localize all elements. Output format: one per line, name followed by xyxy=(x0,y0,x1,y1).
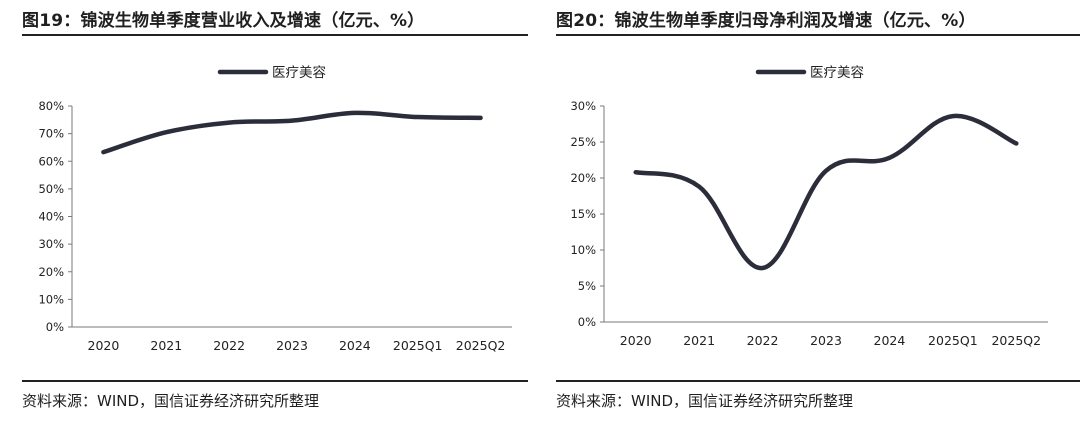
y-tick-label: 30% xyxy=(570,99,596,113)
source-note: 资料来源：WIND，国信证券经济研究所整理 xyxy=(22,392,320,410)
source-rule xyxy=(556,380,1080,382)
x-tick-label: 2023 xyxy=(276,338,308,353)
legend-label: 医疗美容 xyxy=(272,64,326,81)
x-tick-label: 2025Q1 xyxy=(393,338,443,353)
x-tick-label: 2024 xyxy=(874,333,906,348)
title-rule xyxy=(22,34,528,36)
y-tick-label: 25% xyxy=(570,135,596,149)
series-line xyxy=(101,110,483,155)
x-tick-label: 2022 xyxy=(213,338,245,353)
figure-title: 图20：锦波生物单季度归母净利润及增速（亿元、%） xyxy=(556,11,976,31)
y-tick-label: 5% xyxy=(578,279,596,293)
x-tick-label: 2021 xyxy=(150,338,182,353)
y-tick-label: 0% xyxy=(578,315,596,329)
x-tick-label: 2022 xyxy=(747,333,779,348)
y-tick-label: 10% xyxy=(38,292,64,306)
figure-20: 图20：锦波生物单季度归母净利润及增速（亿元、%） 0% 5% 10% 15% 20% 2… xyxy=(556,0,1080,442)
y-tick-label: 80% xyxy=(38,99,64,113)
title-rule xyxy=(556,34,1080,36)
source-rule xyxy=(22,380,528,382)
y-tick-label: 20% xyxy=(38,265,64,279)
x-tick-label: 2025Q1 xyxy=(928,333,978,348)
x-tick-label: 2020 xyxy=(88,338,120,353)
y-tick-label: 30% xyxy=(38,237,64,251)
x-tick-label: 2024 xyxy=(339,338,371,353)
source-note: 资料来源：WIND，国信证券经济研究所整理 xyxy=(556,392,854,410)
figure-19: 图19：锦波生物单季度营业收入及增速（亿元、%） 0% 10% 20% 30% 40% 5… xyxy=(0,0,528,442)
y-tick-label: 70% xyxy=(38,127,64,141)
x-tick-label: 2021 xyxy=(683,333,715,348)
x-tick-label: 2025Q2 xyxy=(991,333,1041,348)
x-tick-label: 2025Q2 xyxy=(456,338,506,353)
net-profit-growth-line-chart: 0% 5% 10% 15% 20% 25% 30% 2020 2021 2022 2023 2024 2… xyxy=(570,64,1048,348)
x-tick-label: 2023 xyxy=(810,333,842,348)
legend-label: 医疗美容 xyxy=(810,64,864,81)
y-tick-label: 0% xyxy=(46,320,64,334)
y-tick-label: 20% xyxy=(570,171,596,185)
revenue-growth-line-chart: 0% 10% 20% 30% 40% 50% 60% 70% 80% 2020 2021 2022 20… xyxy=(38,64,512,353)
y-tick-label: 40% xyxy=(38,210,64,224)
series-line xyxy=(633,113,1019,271)
y-tick-label: 50% xyxy=(38,182,64,196)
y-tick-label: 10% xyxy=(570,243,596,257)
x-tick-label: 2020 xyxy=(620,333,652,348)
y-tick-label: 60% xyxy=(38,154,64,168)
y-tick-label: 15% xyxy=(570,207,596,221)
figure-title: 图19：锦波生物单季度营业收入及增速（亿元、%） xyxy=(22,11,425,31)
